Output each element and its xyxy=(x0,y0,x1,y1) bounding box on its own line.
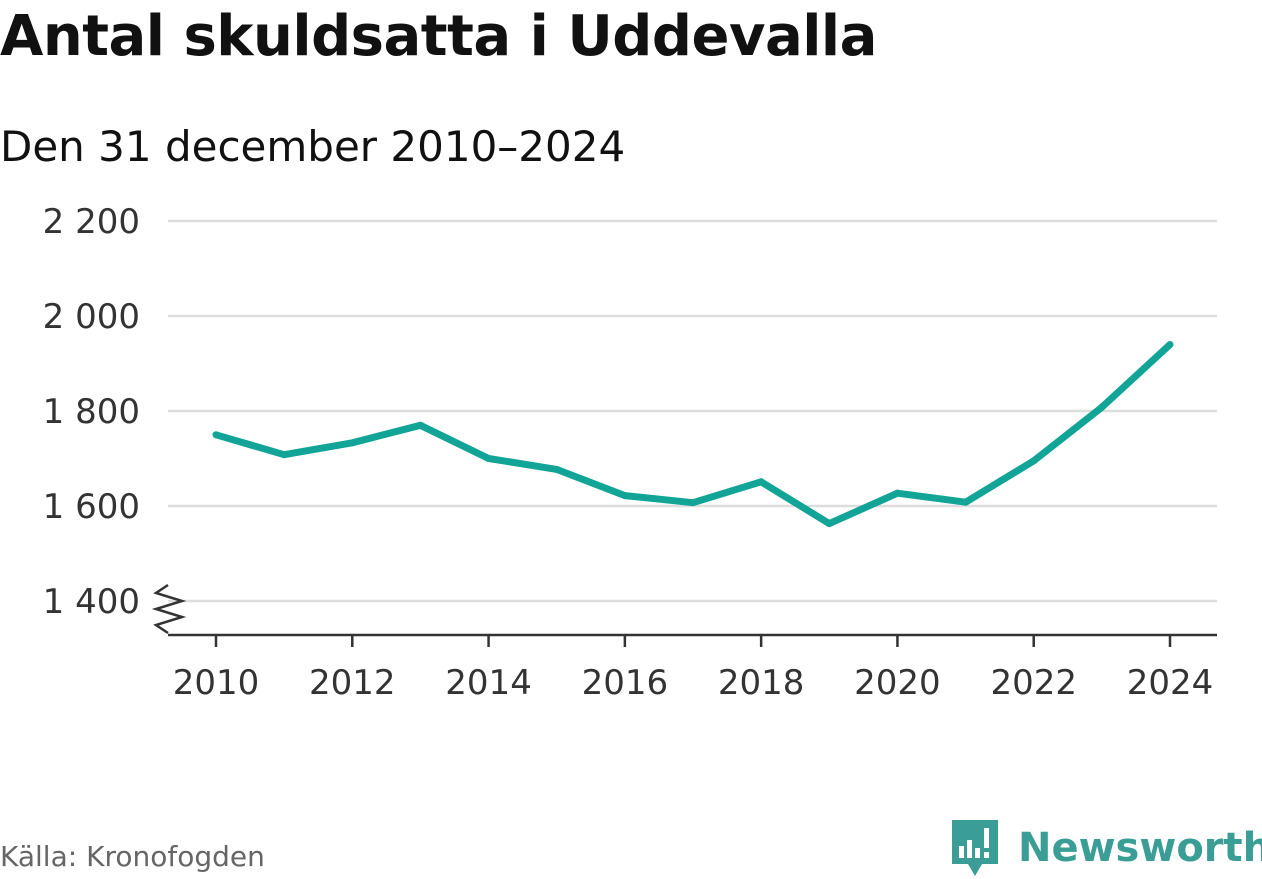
data-point xyxy=(893,489,901,497)
source-note: Källa: Kronofogden xyxy=(0,840,265,873)
data-point xyxy=(757,478,765,486)
newsworthy-logo-icon xyxy=(952,820,998,876)
x-tick-label: 2024 xyxy=(1127,663,1214,703)
x-tick-label: 2010 xyxy=(173,663,260,703)
series-line xyxy=(215,341,1173,528)
y-tick-label: 2 000 xyxy=(43,297,140,337)
data-point xyxy=(825,520,833,528)
data-point xyxy=(416,421,424,429)
data-point xyxy=(689,499,697,507)
chart-subtitle: Den 31 december 2010–2024 xyxy=(0,122,626,171)
x-tick-label: 2022 xyxy=(990,663,1077,703)
data-point xyxy=(962,498,970,506)
data-point xyxy=(485,455,493,462)
data-point xyxy=(621,492,629,500)
x-tick-label: 2018 xyxy=(718,663,805,703)
data-point xyxy=(348,439,356,447)
brand-name: Newsworthy xyxy=(1018,825,1262,871)
data-point xyxy=(212,431,220,439)
x-tick-label: 2020 xyxy=(854,663,941,703)
y-tick-label: 1 600 xyxy=(43,487,140,527)
chart-title: Antal skuldsatta i Uddevalla xyxy=(0,4,877,69)
axis-break-icon xyxy=(151,583,187,635)
x-tick-label: 2016 xyxy=(582,663,669,703)
newsworthy-logo[interactable]: Newsworthy xyxy=(950,818,1262,878)
y-tick-label: 1 800 xyxy=(43,392,140,432)
y-tick-label: 1 400 xyxy=(43,582,140,622)
data-point xyxy=(1166,341,1174,348)
data-point xyxy=(553,465,561,473)
x-tick-label: 2012 xyxy=(309,663,396,703)
y-tick-label: 2 200 xyxy=(43,202,140,242)
data-point xyxy=(1098,403,1106,411)
data-point xyxy=(1030,457,1038,465)
x-tick-label: 2014 xyxy=(445,663,532,703)
data-point xyxy=(280,451,288,459)
